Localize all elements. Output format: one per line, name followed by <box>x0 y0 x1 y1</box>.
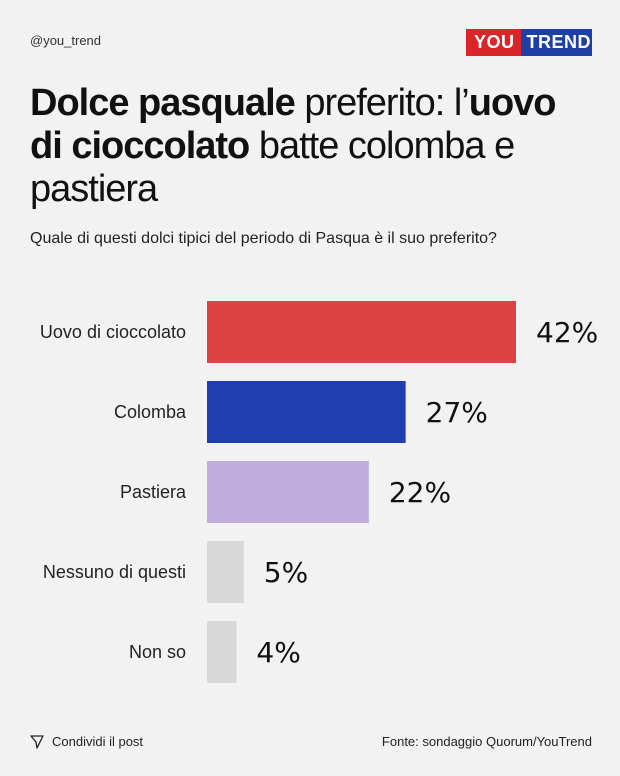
value-label: 5% <box>264 556 308 589</box>
category-label: Non so <box>129 642 186 662</box>
bar <box>207 541 244 603</box>
value-label: 42% <box>536 316 598 349</box>
bar-chart: Uovo di cioccolato 42% Colomba 27% Pastiera 2… <box>40 301 598 683</box>
title-part-1: Dolce pasquale <box>30 82 296 124</box>
bar <box>207 621 237 683</box>
value-label: 4% <box>256 636 300 669</box>
youtrend-logo: YOU TREND <box>466 29 592 56</box>
handle: @you_trend <box>30 33 102 48</box>
share-button[interactable]: Condividi il post <box>30 734 143 749</box>
title-part-2: preferito: l’ <box>294 82 469 124</box>
page-title: Dolce pasquale preferito: l’uovo di cioc… <box>30 82 590 211</box>
share-label: Condividi il post <box>52 734 144 749</box>
share-icon <box>30 734 44 749</box>
category-label: Pastiera <box>120 482 187 502</box>
source-note: Fonte: sondaggio Quorum/YouTrend <box>381 734 592 749</box>
category-label: Uovo di cioccolato <box>40 322 186 342</box>
title-part-3: uovo di cioccolato <box>30 82 557 167</box>
bar <box>207 381 406 443</box>
logo-you: YOU <box>474 32 515 52</box>
bar <box>207 301 516 363</box>
title-part-4: batte colomba e pastiera <box>30 125 515 210</box>
value-label: 27% <box>426 396 488 429</box>
bar <box>207 461 369 523</box>
category-label: Colomba <box>114 402 187 422</box>
value-label: 22% <box>389 476 451 509</box>
category-label: Nessuno di questi <box>43 562 186 582</box>
subtitle: Quale di questi dolci tipici del periodo… <box>30 230 497 247</box>
logo-trend: TREND <box>520 29 592 56</box>
